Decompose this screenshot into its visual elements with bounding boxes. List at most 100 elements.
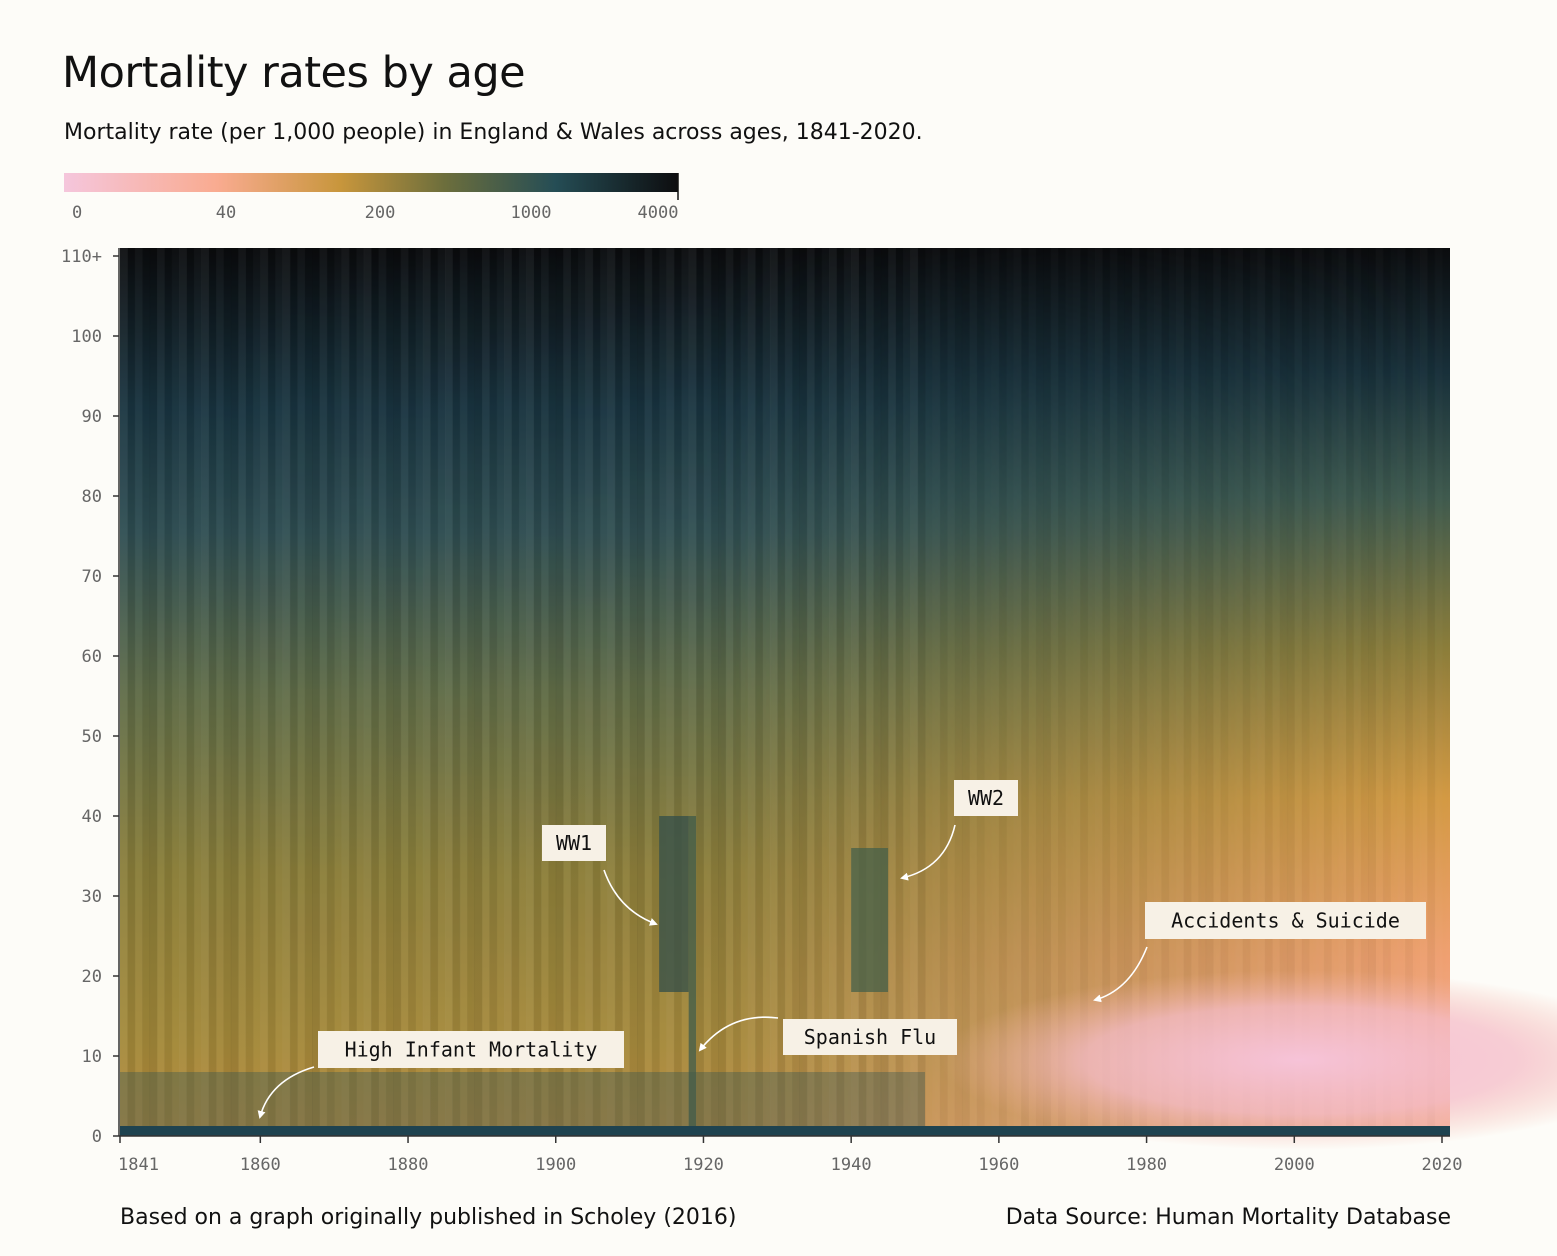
heatmap-year-column	[172, 248, 180, 1136]
heatmap-year-column	[703, 248, 711, 1136]
heatmap-year-column	[636, 248, 645, 1136]
x-tick-label: 1920	[683, 1155, 724, 1175]
annotation-box	[542, 825, 606, 861]
heatmap-year-column	[666, 248, 675, 1136]
y-tick-label: 70	[82, 567, 102, 587]
annotation-label: WW2	[968, 786, 1004, 810]
heatmap-year-column	[659, 248, 667, 1136]
heatmap-year-column	[474, 248, 483, 1136]
heatmap-year-column	[526, 248, 535, 1136]
heatmap-year-column	[947, 248, 955, 1136]
footer-data-source: Data Source: Human Mortality Database	[1005, 1205, 1451, 1230]
annotation-high-infant-mortality: High Infant Mortality	[257, 1031, 624, 1119]
heatmap-year-column	[208, 248, 217, 1136]
x-tick-label: 1841	[118, 1155, 159, 1175]
heatmap-year-column	[592, 248, 601, 1136]
heatmap-year-column	[910, 248, 919, 1136]
heatmap-year-column	[822, 248, 830, 1136]
y-tick-label: 10	[82, 1047, 102, 1067]
heatmap-year-column	[969, 248, 977, 1136]
heatmap-year-column	[629, 248, 638, 1136]
y-tick-label: 30	[82, 887, 102, 907]
x-tick-label: 2020	[1422, 1155, 1463, 1175]
heatmap-year-column	[925, 248, 933, 1136]
heatmap-year-column	[548, 248, 557, 1136]
heatmap-year-column	[297, 248, 305, 1136]
heatmap-year-column	[504, 248, 512, 1136]
heatmap-year-column	[747, 248, 756, 1136]
annotation-arrow	[900, 824, 956, 881]
heatmap-year-column	[866, 248, 874, 1136]
heatmap-year-column	[740, 248, 748, 1136]
heatmap-year-column	[984, 248, 992, 1136]
heatmap-year-column	[489, 248, 498, 1136]
heatmap-year-column	[688, 248, 697, 1136]
heatmap-year-column	[732, 248, 741, 1136]
heatmap-year-column	[644, 248, 652, 1136]
heatmap-year-column	[726, 248, 734, 1136]
heatmap-year-column	[533, 248, 542, 1136]
heatmap-year-column	[651, 248, 660, 1136]
heatmap-year-column	[888, 248, 896, 1136]
heatmap-year-column	[164, 248, 173, 1136]
heatmap-year-column	[497, 248, 505, 1136]
heatmap-year-column	[755, 248, 764, 1136]
axes: 1841 1860 1880 1900 1920 1940 1960 1980 2000 2020…	[61, 247, 1462, 1175]
y-tick-label: 60	[82, 647, 102, 667]
heatmap-year-column	[267, 248, 276, 1136]
heatmap-year-column	[179, 248, 187, 1136]
heatmap-year-column	[348, 248, 357, 1136]
heatmap-year-column	[814, 248, 823, 1136]
heatmap-year-column	[127, 248, 136, 1136]
heatmap-year-column	[371, 248, 379, 1136]
y-tick-label: 80	[82, 487, 102, 507]
x-tick-label: 1940	[831, 1155, 872, 1175]
heatmap-year-column	[334, 248, 342, 1136]
heatmap-year-column	[341, 248, 350, 1136]
heatmap-year-column	[149, 248, 158, 1136]
y-tick-label: 50	[82, 727, 102, 747]
heatmap-year-column	[991, 248, 999, 1136]
spanish-flu-band	[688, 816, 697, 1136]
heatmap-year-column	[482, 248, 490, 1136]
heatmap-year-column	[275, 248, 283, 1136]
heatmap-year-column	[681, 248, 689, 1136]
heatmap-year-column	[230, 248, 239, 1136]
legend-label: 1000	[511, 203, 552, 223]
annotation-accidents-suicide: Accidents & Suicide	[1093, 902, 1426, 1003]
heatmap-year-column	[460, 248, 468, 1136]
y-tick-label: 40	[82, 807, 102, 827]
x-tick-label: 1960	[978, 1155, 1019, 1175]
heatmap-infant-band	[120, 1072, 926, 1136]
annotation-ww1: WW1	[542, 825, 658, 926]
heatmap-year-column	[895, 248, 904, 1136]
annotation-box	[318, 1031, 624, 1068]
heatmap-year-column	[917, 248, 926, 1136]
heatmap-year-column	[607, 248, 616, 1136]
heatmap-year-column	[578, 248, 586, 1136]
annotation-box	[783, 1019, 957, 1055]
annotation-box	[954, 780, 1018, 816]
heatmap-year-column	[555, 248, 564, 1136]
heatmap-year-column	[999, 248, 1007, 1136]
heatmap-year-column	[962, 248, 970, 1136]
heatmap-year-column	[977, 248, 985, 1136]
annotation-label: WW1	[556, 831, 592, 855]
heatmap-year-column	[807, 248, 815, 1136]
annotation-label: High Infant Mortality	[345, 1038, 598, 1062]
heatmap-year-column	[326, 248, 335, 1136]
heatmap-year-column	[777, 248, 786, 1136]
y-tick-label: 0	[92, 1127, 102, 1147]
chart-title: Mortality rates by age	[62, 48, 526, 98]
x-tick-label: 1980	[1126, 1155, 1167, 1175]
heatmap-year-column	[452, 248, 461, 1136]
heatmap-year-column	[260, 248, 269, 1136]
ww1-band	[659, 816, 689, 992]
heatmap-year-column	[120, 248, 128, 1136]
heatmap-year-column	[563, 248, 571, 1136]
heatmap-year-column	[438, 248, 446, 1136]
heatmap-year-column	[385, 248, 394, 1136]
heatmap-year-column	[829, 248, 837, 1136]
heatmap-year-column	[430, 248, 439, 1136]
x-tick-label: 1900	[535, 1155, 576, 1175]
